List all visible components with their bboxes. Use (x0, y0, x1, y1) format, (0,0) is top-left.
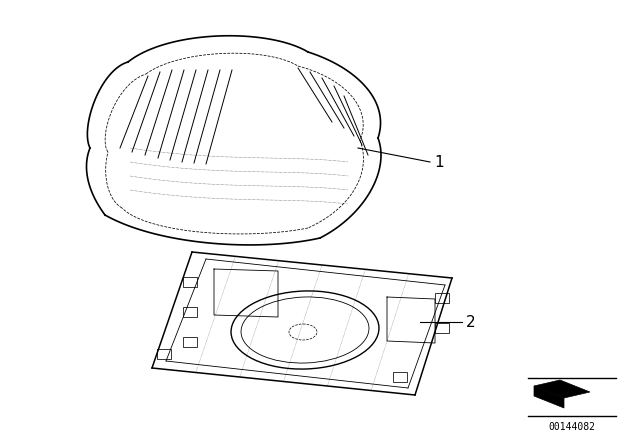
Bar (183, 337, 197, 347)
Text: 2: 2 (466, 314, 476, 329)
Bar (183, 277, 197, 287)
Polygon shape (534, 386, 564, 408)
Text: 1: 1 (434, 155, 444, 169)
Bar (393, 372, 407, 382)
Bar (435, 323, 449, 333)
Text: 00144082: 00144082 (548, 422, 595, 432)
Bar (157, 349, 171, 359)
Bar (183, 307, 197, 317)
Polygon shape (534, 380, 590, 398)
Bar (435, 293, 449, 303)
